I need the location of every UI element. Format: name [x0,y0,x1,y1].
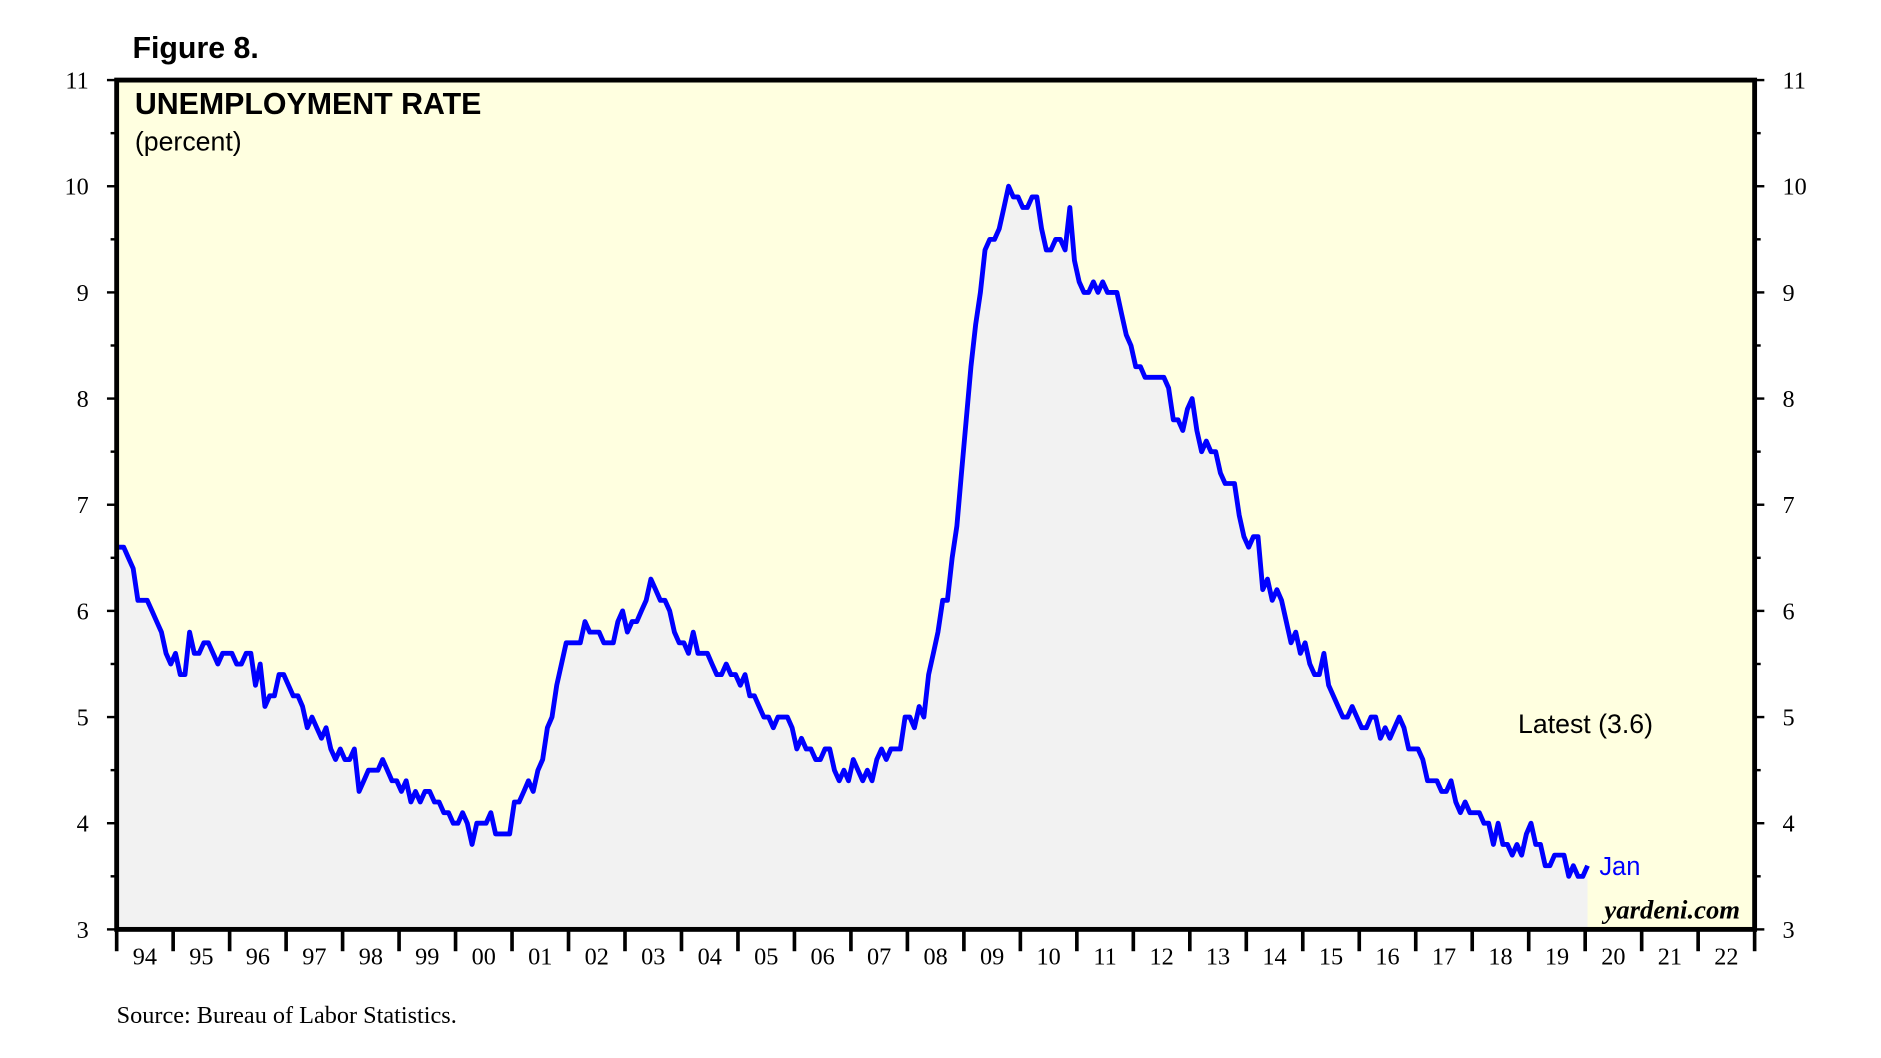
x-tick-label: 04 [698,944,722,971]
area-fill [116,186,1588,930]
y-tick-label-right: 8 [1783,386,1795,413]
y-tick-label-left: 3 [77,917,89,944]
x-tick-label: 22 [1714,944,1738,971]
y-tick-label-left: 6 [77,598,89,625]
figure-label: Figure 8. [132,32,258,65]
y-tick-label-left: 7 [77,492,89,519]
plot-frame [114,77,1758,932]
latest-annotation: Latest (3.6) [1518,709,1653,739]
x-tick-label: 07 [867,944,891,971]
x-tick-label: 17 [1432,944,1456,971]
last-point-label: Jan [1599,853,1640,881]
x-tick-label: 09 [980,944,1004,971]
x-tick-label: 96 [246,944,270,971]
x-tick-label: 06 [811,944,835,971]
y-tick-label-right: 10 [1783,174,1807,201]
y-tick-label-left: 4 [77,811,89,838]
x-tick-label: 05 [754,944,778,971]
watermark: yardeni.com [1601,894,1740,924]
x-tick-label: 99 [415,944,439,971]
chart-subtitle: (percent) [135,126,242,156]
y-tick-label-right: 3 [1783,917,1795,944]
source-note: Source: Bureau of Labor Statistics. [117,1002,457,1029]
x-tick-label: 20 [1601,944,1625,971]
x-tick-label: 12 [1149,944,1173,971]
x-tick-label: 14 [1262,944,1286,971]
y-tick-label-right: 5 [1783,705,1795,732]
chart-title: UNEMPLOYMENT RATE [135,88,482,121]
x-tick-label: 02 [585,944,609,971]
x-tick-label: 19 [1545,944,1569,971]
x-tick-label: 98 [359,944,383,971]
x-tick-label: 11 [1093,944,1116,971]
y-tick-label-right: 6 [1783,598,1795,625]
y-tick-label-right: 9 [1783,280,1795,307]
y-tick-label-left: 10 [65,174,89,201]
x-tick-label: 95 [189,944,213,971]
y-tick-label-right: 11 [1783,68,1806,95]
x-tick-label: 03 [641,944,665,971]
y-tick-label-right: 4 [1783,811,1795,838]
x-tick-label: 21 [1658,944,1682,971]
y-tick-label-right: 7 [1783,492,1795,519]
x-tick-label: 15 [1319,944,1343,971]
x-tick-label: 13 [1206,944,1230,971]
x-tick-label: 97 [302,944,326,971]
x-tick-label: 94 [133,944,157,971]
y-tick-label-left: 5 [77,705,89,732]
y-tick-label-left: 8 [77,386,89,413]
x-tick-label: 00 [472,944,496,971]
y-tick-label-left: 9 [77,280,89,307]
x-tick-label: 16 [1375,944,1399,971]
x-tick-label: 01 [528,944,552,971]
x-tick-label: 18 [1488,944,1512,971]
x-tick-label: 10 [1036,944,1060,971]
y-tick-label-left: 11 [65,68,88,95]
series-line [118,183,1590,879]
x-tick-label: 08 [924,944,948,971]
